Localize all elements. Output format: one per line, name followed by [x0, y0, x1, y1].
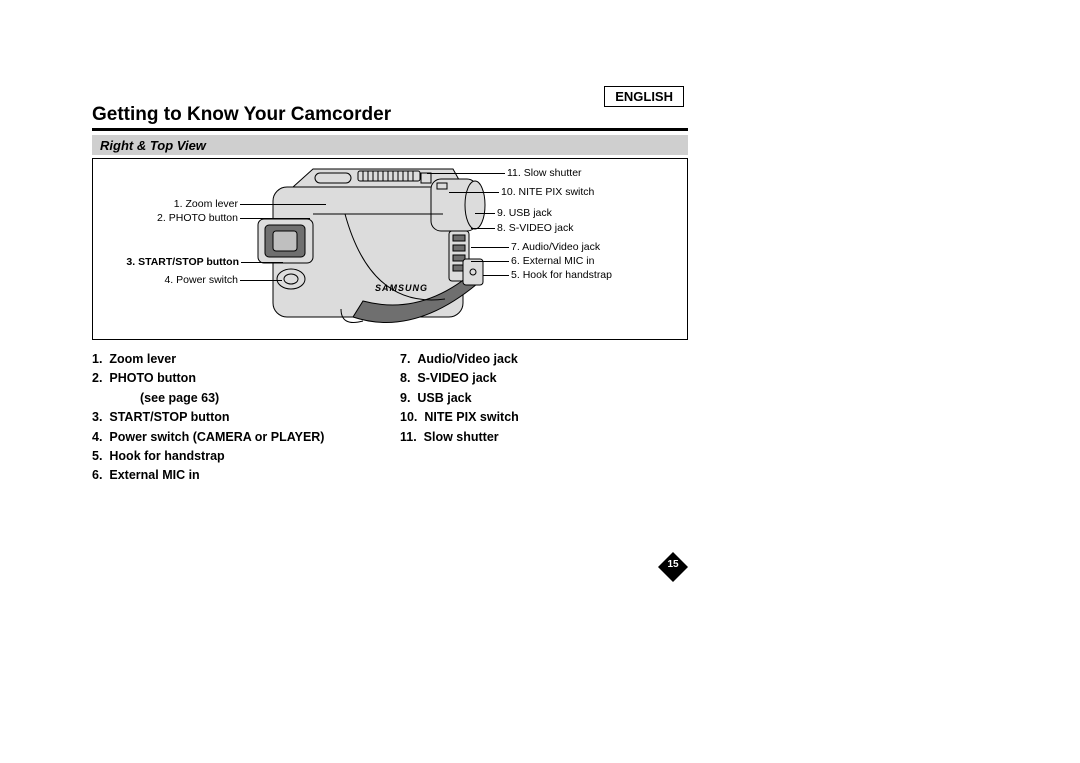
leader-line — [483, 275, 509, 276]
callout-zoom-lever: 1. Zoom lever — [148, 198, 238, 210]
callout-svideo-jack: 8. S-VIDEO jack — [497, 222, 573, 234]
feature-lists: 1. Zoom lever 2. PHOTO button(see page 6… — [92, 350, 688, 486]
leader-line — [240, 218, 310, 219]
language-label: ENGLISH — [604, 86, 684, 107]
camcorder-illustration: SAMSUNG — [253, 159, 513, 344]
list-item: 6. External MIC in — [92, 466, 390, 485]
callout-power-switch: 4. Power switch — [148, 274, 238, 286]
list-column-right: 7. Audio/Video jack 8. S-VIDEO jack 9. U… — [390, 350, 688, 486]
manual-page: ENGLISH Getting to Know Your Camcorder R… — [0, 0, 1080, 763]
list-item: 4. Power switch (CAMERA or PLAYER) — [92, 428, 390, 447]
leader-line — [449, 192, 499, 193]
list-item: 11. Slow shutter — [400, 428, 688, 447]
list-item: 10. NITE PIX switch — [400, 408, 688, 427]
page-number: 15 — [658, 559, 688, 570]
leader-line — [475, 213, 495, 214]
list-item: 9. USB jack — [400, 389, 688, 408]
leader-line — [240, 204, 326, 205]
callout-slow-shutter: 11. Slow shutter — [507, 167, 582, 179]
subtitle-text: Right & Top View — [100, 138, 206, 153]
leader-line — [471, 247, 509, 248]
list-item: 2. PHOTO button(see page 63) — [92, 369, 390, 408]
callout-hook-strap: 5. Hook for handstrap — [511, 269, 612, 281]
list-item: 1. Zoom lever — [92, 350, 390, 369]
brand-text: SAMSUNG — [375, 283, 428, 293]
page-number-badge: 15 — [658, 552, 688, 582]
leader-line — [241, 262, 283, 263]
callout-start-stop: 3. START/STOP button — [111, 256, 239, 268]
list-column-left: 1. Zoom lever 2. PHOTO button(see page 6… — [92, 350, 390, 486]
page-title: Getting to Know Your Camcorder — [92, 104, 391, 126]
title-underline — [92, 128, 688, 131]
diagram-frame: SAMSUNG 1. Zoom lever 2. PHOTO button 3.… — [92, 158, 688, 340]
leader-line — [240, 280, 282, 281]
callout-av-jack: 7. Audio/Video jack — [511, 241, 600, 253]
camcorder-svg: SAMSUNG — [253, 159, 513, 339]
list-item: 3. START/STOP button — [92, 408, 390, 427]
callout-usb-jack: 9. USB jack — [497, 207, 552, 219]
leader-line — [471, 228, 495, 229]
leader-line — [427, 173, 505, 174]
subtitle-bar: Right & Top View — [92, 135, 688, 155]
callout-ext-mic: 6. External MIC in — [511, 255, 594, 267]
list-item: 5. Hook for handstrap — [92, 447, 390, 466]
list-item: 8. S-VIDEO jack — [400, 369, 688, 388]
list-item: 7. Audio/Video jack — [400, 350, 688, 369]
leader-line — [471, 261, 509, 262]
callout-photo-button: 2. PHOTO button — [148, 212, 238, 224]
callout-nite-pix: 10. NITE PIX switch — [501, 186, 594, 198]
